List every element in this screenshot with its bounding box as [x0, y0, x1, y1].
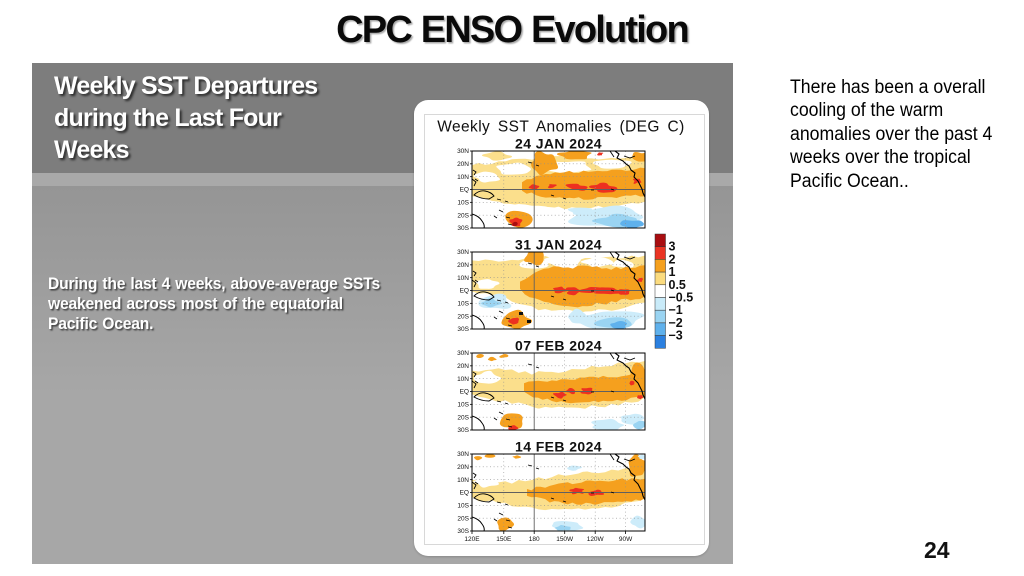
- svg-text:14 FEB 2024: 14 FEB 2024: [515, 439, 602, 455]
- svg-text:10N: 10N: [457, 275, 469, 282]
- svg-text:20N: 20N: [457, 262, 469, 269]
- svg-text:30N: 30N: [457, 148, 469, 155]
- svg-text:−2: −2: [669, 316, 683, 330]
- svg-text:24 JAN 2024: 24 JAN 2024: [515, 136, 602, 152]
- svg-text:20S: 20S: [457, 515, 469, 522]
- svg-text:180: 180: [529, 536, 540, 543]
- svg-text:07 FEB 2024: 07 FEB 2024: [515, 338, 602, 354]
- svg-text:−1: −1: [669, 303, 683, 317]
- svg-text:EQ: EQ: [460, 490, 469, 497]
- svg-text:20S: 20S: [457, 313, 469, 320]
- svg-text:150W: 150W: [556, 536, 574, 543]
- svg-text:10S: 10S: [457, 301, 469, 308]
- svg-text:10N: 10N: [457, 477, 469, 484]
- svg-text:10N: 10N: [457, 174, 469, 181]
- svg-text:3: 3: [669, 240, 676, 254]
- svg-text:10S: 10S: [457, 402, 469, 409]
- svg-text:1: 1: [669, 265, 676, 279]
- svg-text:10N: 10N: [457, 376, 469, 383]
- svg-text:EQ: EQ: [460, 187, 469, 194]
- svg-text:EQ: EQ: [460, 288, 469, 295]
- svg-text:20N: 20N: [457, 464, 469, 471]
- svg-text:0.5: 0.5: [669, 278, 686, 292]
- svg-text:30S: 30S: [457, 225, 469, 232]
- svg-text:2: 2: [669, 252, 676, 266]
- svg-text:20S: 20S: [457, 212, 469, 219]
- svg-text:−0.5: −0.5: [669, 291, 694, 305]
- svg-text:EQ: EQ: [460, 389, 469, 396]
- svg-text:90W: 90W: [619, 536, 633, 543]
- svg-text:30S: 30S: [457, 427, 469, 434]
- svg-text:20N: 20N: [457, 363, 469, 370]
- svg-text:−3: −3: [669, 329, 683, 343]
- svg-text:10S: 10S: [457, 503, 469, 510]
- svg-text:120W: 120W: [587, 536, 605, 543]
- svg-text:30S: 30S: [457, 528, 469, 535]
- svg-text:30N: 30N: [457, 451, 469, 458]
- svg-text:150E: 150E: [496, 536, 512, 543]
- svg-text:30S: 30S: [457, 326, 469, 333]
- svg-text:10S: 10S: [457, 200, 469, 207]
- svg-text:31 JAN 2024: 31 JAN 2024: [515, 237, 602, 253]
- svg-text:30N: 30N: [457, 350, 469, 357]
- svg-text:30N: 30N: [457, 249, 469, 256]
- svg-text:20S: 20S: [457, 414, 469, 421]
- svg-text:20N: 20N: [457, 161, 469, 168]
- svg-text:120E: 120E: [464, 536, 480, 543]
- svg-text:Weekly SST Anomalies (DEG C): Weekly SST Anomalies (DEG C): [437, 119, 684, 136]
